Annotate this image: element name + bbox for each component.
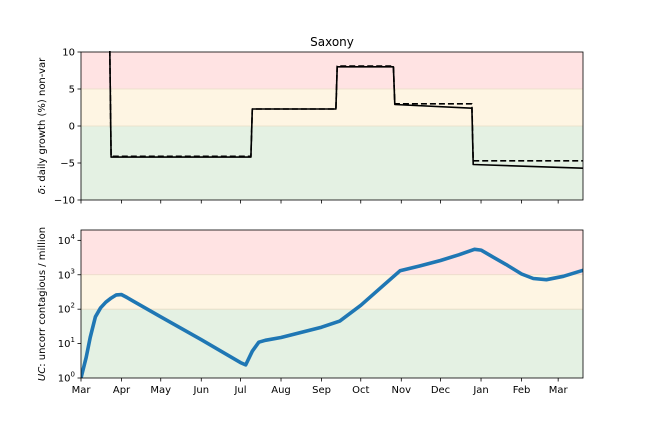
x-tick-label: Nov xyxy=(392,385,412,396)
x-tick-label: Mar xyxy=(72,385,92,396)
contagious-y-tick-base: 10 xyxy=(58,270,71,281)
growth-y-tick-label: 5 xyxy=(69,85,75,96)
contagious-y-tick-exp: 1 xyxy=(71,336,75,344)
contagious-axes-frame xyxy=(80,229,584,379)
growth-x-ticks xyxy=(80,200,559,204)
growth-y-axis-label-symbol: δ xyxy=(37,188,48,194)
contagious-band-0 xyxy=(81,230,583,275)
x-tick-label: Oct xyxy=(352,385,369,396)
x-tick-label: Jan xyxy=(472,385,488,396)
contagious-y-tick-exp: 3 xyxy=(71,267,75,275)
contagious-y-axis-label-symbol: UC xyxy=(37,367,48,381)
growth-y-axis-label-text: : daily growth (%) non-var xyxy=(37,57,48,188)
growth-y-ticks: 10 5 0 −5 −10 xyxy=(54,48,81,207)
contagious-band-1 xyxy=(81,274,583,310)
x-tick-label: Mar xyxy=(549,385,569,396)
contagious-y-tick-base: 10 xyxy=(58,339,71,350)
growth-y-tick-label: 10 xyxy=(62,48,75,59)
contagious-y-tick-label: 103 xyxy=(58,267,75,281)
growth-y-axis-label: δ: daily growth (%) non-var xyxy=(37,57,48,194)
contagious-y-tick-base: 10 xyxy=(58,305,71,316)
x-tick-label: Dec xyxy=(431,385,450,396)
growth-bands xyxy=(81,52,583,200)
x-tick-label: Aug xyxy=(271,385,291,396)
growth-y-tick-label: −5 xyxy=(60,159,75,170)
contagious-x-ticks: Mar Apr May Jun Jul Aug Sep Oct Nov Dec Jan Feb Mar xyxy=(72,378,569,396)
contagious-y-tick-label: 100 xyxy=(58,371,75,385)
x-tick-label: Feb xyxy=(513,385,531,396)
contagious-band-2 xyxy=(81,309,583,378)
contagious-y-tick-base: 10 xyxy=(58,374,71,385)
contagious-y-axis-label-text: : uncorr contagious / million xyxy=(37,227,48,367)
contagious-y-tick-label: 104 xyxy=(58,233,76,247)
growth-series xyxy=(109,51,583,169)
growth-y-tick-label: 0 xyxy=(69,122,75,133)
contagious-series xyxy=(81,247,583,378)
contagious-y-tick-exp: 4 xyxy=(71,233,76,241)
growth-band-2 xyxy=(81,126,583,200)
growth-y-tick-label: −10 xyxy=(54,196,75,207)
x-tick-label: Apr xyxy=(113,385,131,396)
growth-band-1 xyxy=(81,89,583,126)
x-tick-label: Jun xyxy=(192,385,209,396)
growth-band-0 xyxy=(81,52,583,89)
contagious-band-lines xyxy=(81,274,583,310)
growth-series-line-1 xyxy=(109,51,583,162)
growth-band-lines xyxy=(81,88,583,127)
contagious-y-tick-label: 101 xyxy=(58,336,75,350)
contagious-series-line-0 xyxy=(81,247,583,378)
contagious-bands xyxy=(81,230,583,378)
x-tick-label: May xyxy=(150,385,171,396)
contagious-y-tick-base: 10 xyxy=(58,236,71,247)
growth-panel: 10 5 0 −5 −10 Saxony δ: daily growth (%) non… xyxy=(37,35,584,207)
contagious-y-tick-label: 102 xyxy=(58,302,75,316)
contagious-y-axis-label: UC: uncorr contagious / million xyxy=(37,227,48,381)
x-tick-label: Jul xyxy=(233,385,246,396)
contagious-y-tick-exp: 0 xyxy=(71,371,75,379)
contagious-y-tick-exp: 2 xyxy=(71,302,75,310)
chart-title: Saxony xyxy=(310,35,354,49)
x-tick-label: Sep xyxy=(312,385,331,396)
